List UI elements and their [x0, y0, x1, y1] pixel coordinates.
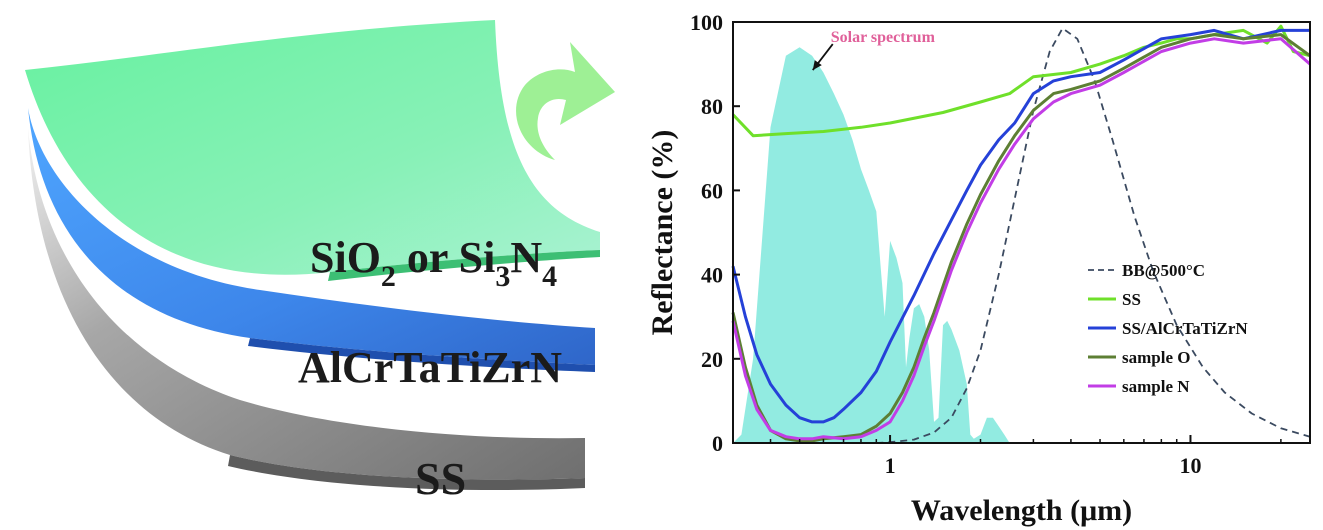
annotation-arrowhead	[812, 60, 822, 71]
series-line-0	[876, 27, 1311, 444]
y-tick-label-1: 20	[701, 347, 723, 372]
middle-layer-label: AlCrTaTiZrN	[298, 343, 562, 392]
chart-plot-area: 0 20 40 60 80 100 1 10 Wavelength (μm) Reflectanc…	[646, 10, 1311, 527]
x-tick-label-1: 10	[1179, 453, 1201, 478]
top-layer-label: SiO2 or Si3N4	[310, 233, 557, 293]
series-line-1	[731, 24, 1311, 138]
y-axis-title: Reflectance (%)	[646, 130, 679, 336]
top-coating-layer	[25, 20, 600, 281]
series-line-3	[731, 33, 1311, 443]
legend-label-1: SS	[1122, 290, 1141, 309]
y-tick-label-0: 0	[712, 431, 723, 456]
x-tick-label-0: 1	[885, 453, 896, 478]
alcrtatizrn-layer	[28, 108, 595, 372]
y-tick-label-2: 40	[701, 263, 723, 288]
annotation-label: Solar spectrum	[831, 29, 936, 46]
y-tick-label-4: 80	[701, 94, 723, 119]
curved-arrow-icon	[516, 42, 615, 160]
legend-label-4: sample N	[1122, 377, 1190, 396]
legend-label-2: SS/AlCrTaTiZrN	[1122, 319, 1248, 338]
coating-stack-illustration: SiO2 or Si3N4 AlCrTaTiZrN SS	[25, 20, 615, 504]
bottom-layer-label: SS	[415, 453, 466, 504]
y-tick-label-3: 60	[701, 178, 723, 203]
series-line-4	[731, 37, 1311, 441]
plot-frame	[732, 21, 1311, 444]
legend-label-3: sample O	[1122, 348, 1190, 367]
solar-spectrum-area	[733, 47, 1010, 444]
ss-substrate-layer	[28, 128, 585, 491]
series-line-2	[731, 28, 1310, 424]
legend-label-0: BB@500°C	[1122, 261, 1205, 280]
x-axis-title: Wavelength (μm)	[911, 494, 1132, 527]
y-tick-label-5: 100	[690, 10, 723, 35]
